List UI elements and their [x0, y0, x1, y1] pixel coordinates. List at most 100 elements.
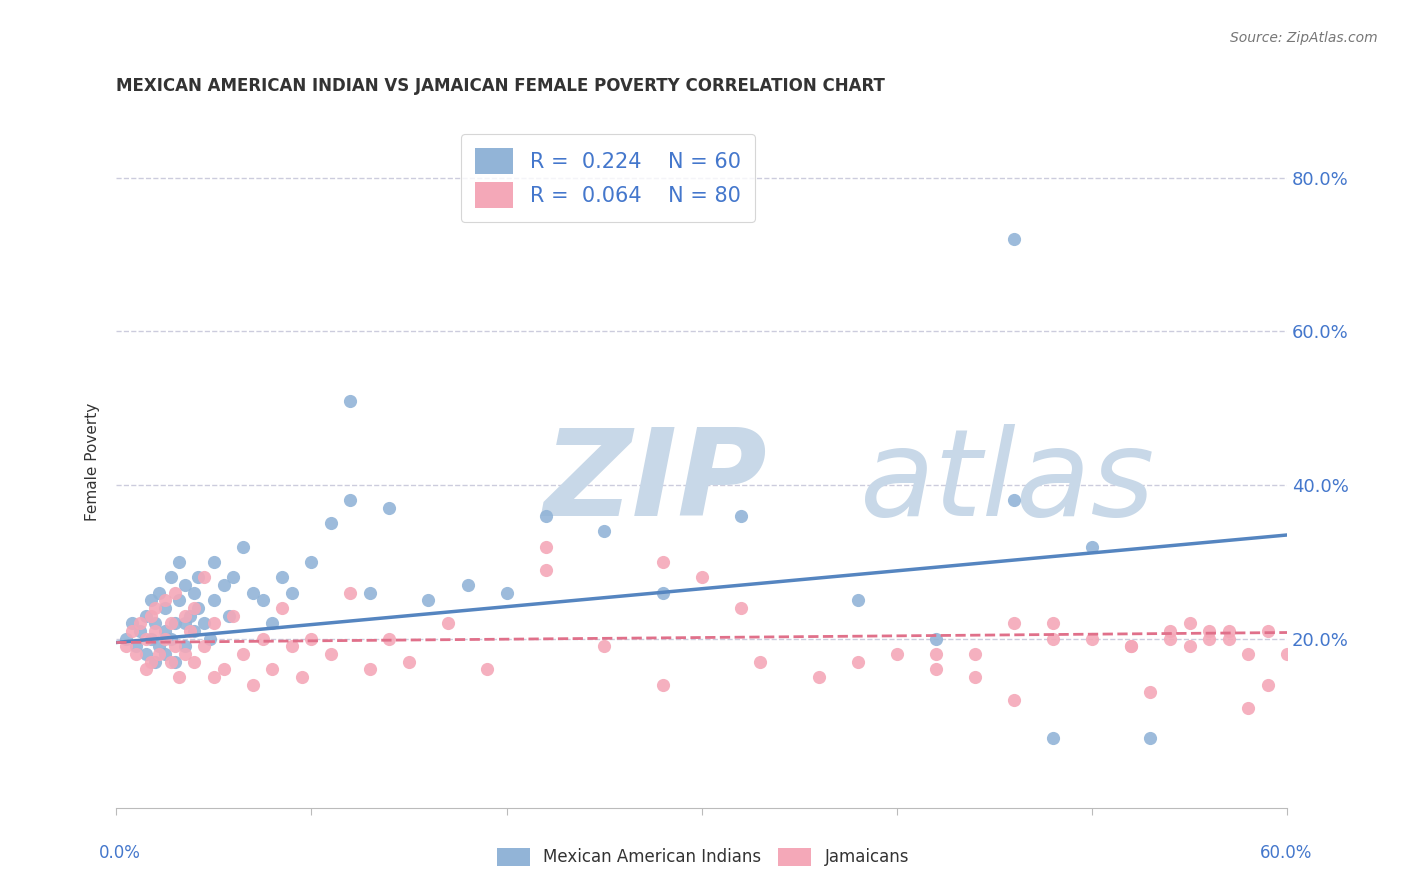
Point	[534, 508, 557, 523]
Point	[143, 601, 166, 615]
Point	[167, 593, 190, 607]
Point	[183, 585, 205, 599]
Point	[212, 662, 235, 676]
Point	[846, 593, 869, 607]
Point	[262, 662, 284, 676]
Point	[167, 670, 190, 684]
Point	[173, 578, 195, 592]
Point	[886, 647, 908, 661]
Point	[115, 632, 138, 646]
Point	[1178, 616, 1201, 631]
Point	[141, 655, 163, 669]
Point	[153, 601, 176, 615]
Point	[339, 493, 361, 508]
Point	[183, 624, 205, 638]
Point	[319, 516, 342, 531]
Point	[222, 570, 245, 584]
Point	[128, 624, 150, 638]
Point	[202, 670, 225, 684]
Point	[153, 632, 176, 646]
Point	[135, 632, 157, 646]
Point	[143, 616, 166, 631]
Point	[1139, 731, 1161, 746]
Point	[187, 570, 209, 584]
Point	[1002, 232, 1025, 246]
Point	[319, 647, 342, 661]
Point	[135, 608, 157, 623]
Point	[1042, 632, 1064, 646]
Text: MEXICAN AMERICAN INDIAN VS JAMAICAN FEMALE POVERTY CORRELATION CHART: MEXICAN AMERICAN INDIAN VS JAMAICAN FEMA…	[117, 78, 886, 95]
Point	[1198, 624, 1220, 638]
Point	[1159, 632, 1181, 646]
Point	[359, 585, 381, 599]
Point	[281, 585, 304, 599]
Text: 60.0%: 60.0%	[1260, 844, 1313, 862]
Point	[846, 655, 869, 669]
Point	[222, 608, 245, 623]
Point	[1237, 647, 1260, 661]
Point	[593, 640, 616, 654]
Point	[457, 578, 479, 592]
Point	[167, 555, 190, 569]
Legend: R =  0.224    N = 60, R =  0.064    N = 80: R = 0.224 N = 60, R = 0.064 N = 80	[461, 134, 755, 222]
Point	[534, 540, 557, 554]
Point	[252, 593, 274, 607]
Point	[1002, 493, 1025, 508]
Point	[115, 640, 138, 654]
Point	[281, 640, 304, 654]
Point	[437, 616, 460, 631]
Point	[1081, 540, 1104, 554]
Point	[163, 640, 186, 654]
Point	[141, 593, 163, 607]
Point	[262, 616, 284, 631]
Point	[125, 647, 148, 661]
Point	[173, 608, 195, 623]
Point	[1119, 640, 1142, 654]
Point	[359, 662, 381, 676]
Point	[963, 670, 986, 684]
Point	[495, 585, 517, 599]
Point	[179, 608, 201, 623]
Point	[299, 632, 322, 646]
Point	[339, 393, 361, 408]
Point	[121, 616, 143, 631]
Legend: Mexican American Indians, Jamaicans: Mexican American Indians, Jamaicans	[488, 839, 918, 875]
Point	[183, 601, 205, 615]
Point	[1218, 632, 1240, 646]
Point	[730, 508, 752, 523]
Point	[963, 647, 986, 661]
Point	[153, 624, 176, 638]
Point	[163, 655, 186, 669]
Point	[252, 632, 274, 646]
Point	[925, 632, 948, 646]
Point	[1218, 624, 1240, 638]
Point	[232, 647, 254, 661]
Text: ZIP: ZIP	[544, 425, 768, 541]
Point	[1237, 700, 1260, 714]
Point	[749, 655, 772, 669]
Point	[398, 655, 420, 669]
Point	[160, 616, 183, 631]
Point	[534, 563, 557, 577]
Point	[173, 616, 195, 631]
Point	[143, 624, 166, 638]
Point	[193, 616, 215, 631]
Point	[183, 655, 205, 669]
Point	[135, 662, 157, 676]
Y-axis label: Female Poverty: Female Poverty	[86, 403, 100, 521]
Point	[232, 540, 254, 554]
Point	[202, 616, 225, 631]
Point	[135, 647, 157, 661]
Point	[179, 624, 201, 638]
Point	[160, 570, 183, 584]
Point	[1002, 693, 1025, 707]
Point	[128, 616, 150, 631]
Point	[160, 632, 183, 646]
Point	[1257, 678, 1279, 692]
Point	[1002, 616, 1025, 631]
Point	[121, 624, 143, 638]
Point	[198, 632, 221, 646]
Point	[187, 601, 209, 615]
Point	[690, 570, 713, 584]
Point	[202, 593, 225, 607]
